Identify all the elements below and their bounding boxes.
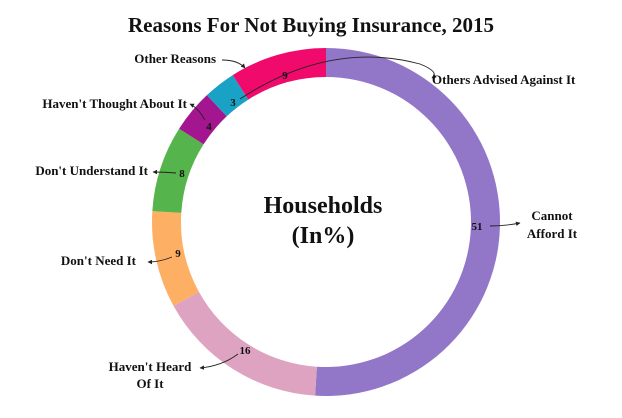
category-labels-group: Cannot Afford It Haven't Heard Of It Don't N… <box>35 51 577 391</box>
category-label-line: Haven't Heard <box>109 359 192 374</box>
leader-arrow-3 <box>152 169 177 175</box>
leader-arrow-4 <box>189 103 206 121</box>
category-label-line: Others Advised Against It <box>432 72 576 87</box>
value-labels-group: 51 16 9 8 4 3 9 <box>175 70 482 357</box>
category-label-6: Other Reasons <box>134 51 216 66</box>
value-label-6: 9 <box>282 70 288 82</box>
slice-2 <box>152 211 199 306</box>
center-label-line-2: (In%) <box>292 223 355 249</box>
value-label-3: 8 <box>179 168 185 180</box>
slice-4 <box>179 95 227 145</box>
category-label-line: Don't Understand It <box>35 163 148 178</box>
category-label-line: Cannot <box>531 208 573 223</box>
value-label-4: 4 <box>206 121 212 133</box>
slice-5 <box>206 75 249 117</box>
value-label-5: 3 <box>230 97 236 109</box>
chart-title: Reasons For Not Buying Insurance, 2015 <box>128 13 494 37</box>
leader-lines-group <box>147 56 521 370</box>
slices-group <box>152 48 501 396</box>
value-label-1: 16 <box>240 345 252 357</box>
category-label-line: Haven't Thought About It <box>42 96 187 111</box>
slice-6 <box>232 48 326 100</box>
category-label-0: Cannot Afford It <box>527 208 578 241</box>
center-label-line-1: Households <box>264 193 383 219</box>
leader-arrow-6 <box>221 59 246 69</box>
leader-arrow-5 <box>239 56 437 100</box>
value-label-0: 51 <box>472 221 483 233</box>
category-label-1: Haven't Heard Of It <box>109 359 192 391</box>
category-label-5: Others Advised Against It <box>432 72 576 87</box>
category-label-line: Afford It <box>527 226 578 241</box>
leader-arrow-1 <box>199 353 239 370</box>
category-label-line: Of It <box>136 376 164 391</box>
category-label-4: Haven't Thought About It <box>42 96 187 111</box>
value-label-2: 9 <box>175 248 181 260</box>
slice-0 <box>315 48 501 396</box>
category-label-3: Don't Understand It <box>35 163 148 178</box>
slice-3 <box>152 128 204 213</box>
category-label-line: Don't Need It <box>61 253 137 268</box>
leader-arrow-0 <box>489 221 521 227</box>
category-label-2: Don't Need It <box>61 253 137 268</box>
leader-arrow-2 <box>147 256 173 265</box>
category-label-line: Other Reasons <box>134 51 216 66</box>
slice-1 <box>173 291 317 396</box>
